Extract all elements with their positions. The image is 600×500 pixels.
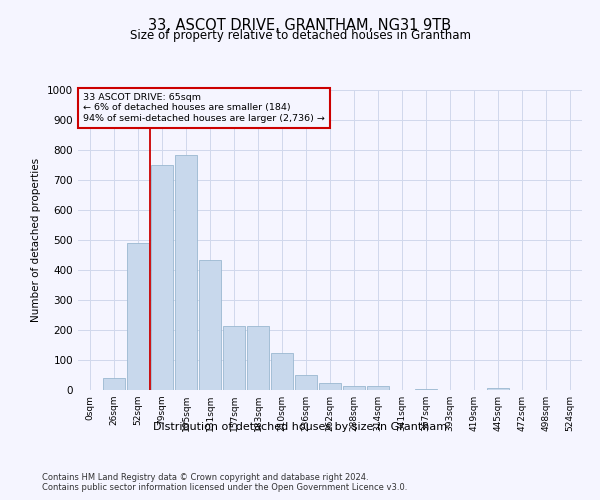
Bar: [367, 386, 389, 390]
Bar: [151, 165, 173, 390]
Text: 33, ASCOT DRIVE, GRANTHAM, NG31 9TB: 33, ASCOT DRIVE, GRANTHAM, NG31 9TB: [148, 18, 452, 32]
Y-axis label: Number of detached properties: Number of detached properties: [31, 158, 41, 322]
Bar: [247, 326, 269, 390]
Text: Size of property relative to detached houses in Grantham: Size of property relative to detached ho…: [130, 29, 470, 42]
Bar: [271, 352, 293, 390]
Bar: [343, 386, 365, 390]
Bar: [127, 243, 149, 390]
Bar: [199, 260, 221, 390]
Bar: [415, 388, 437, 390]
Bar: [487, 388, 509, 390]
Text: Distribution of detached houses by size in Grantham: Distribution of detached houses by size …: [153, 422, 447, 432]
Text: 33 ASCOT DRIVE: 65sqm
← 6% of detached houses are smaller (184)
94% of semi-deta: 33 ASCOT DRIVE: 65sqm ← 6% of detached h…: [83, 93, 325, 123]
Bar: [175, 154, 197, 390]
Text: Contains HM Land Registry data © Crown copyright and database right 2024.: Contains HM Land Registry data © Crown c…: [42, 472, 368, 482]
Bar: [319, 382, 341, 390]
Bar: [103, 378, 125, 390]
Bar: [223, 326, 245, 390]
Bar: [295, 375, 317, 390]
Text: Contains public sector information licensed under the Open Government Licence v3: Contains public sector information licen…: [42, 482, 407, 492]
